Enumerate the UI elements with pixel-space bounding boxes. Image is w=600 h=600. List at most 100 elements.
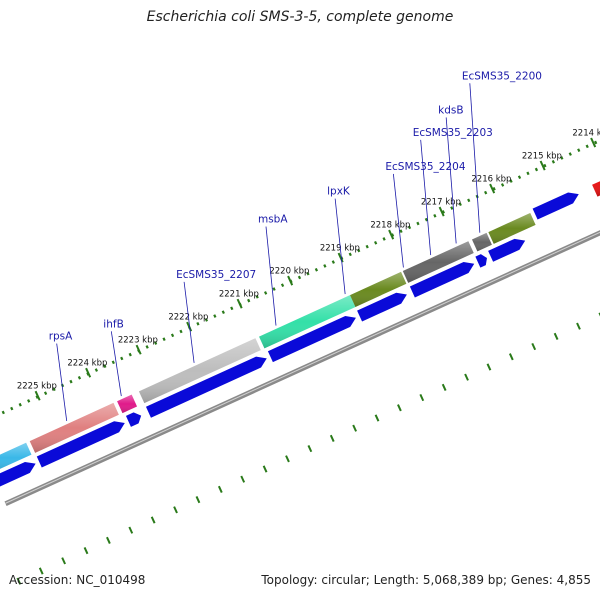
cds-arrow <box>409 262 475 298</box>
tick-dot <box>365 244 369 249</box>
tick-dot <box>145 345 149 349</box>
tick-dot <box>111 360 115 365</box>
tick-dot <box>52 387 56 392</box>
tick-dot <box>120 356 124 361</box>
kbp-tick-label: 2224 kbp <box>67 359 107 369</box>
major-tick <box>388 229 395 240</box>
inner-ring-tick <box>553 332 559 340</box>
major-tick <box>186 321 193 332</box>
accession-text: Accession: NC_010498 <box>9 573 146 587</box>
tick-dot <box>568 152 572 156</box>
kbp-tick-label: 2223 kbp <box>118 336 158 346</box>
tick-dot <box>416 221 420 226</box>
inner-ring-tick <box>217 485 223 493</box>
tick-dot <box>213 314 217 318</box>
major-tick <box>590 137 597 148</box>
tick-dot <box>10 406 14 411</box>
tick-dot <box>382 237 386 241</box>
tick-dot <box>458 202 462 207</box>
cds-arrow <box>125 412 142 427</box>
feature-bar-shade <box>29 402 119 453</box>
kbp-tick-label: 2221 kbp <box>219 290 259 300</box>
tick-dot <box>94 368 98 372</box>
inner-ring-tick <box>38 567 44 575</box>
tick-dot <box>534 167 539 172</box>
tick-dot <box>204 318 209 322</box>
inner-ring-tick <box>83 547 89 555</box>
tick-dot <box>272 287 276 291</box>
tick-dot <box>196 321 200 326</box>
map-title: Escherichia coli SMS-3-5, complete genom… <box>146 9 454 25</box>
gene-label: ihfB <box>103 318 123 330</box>
tick-dot <box>179 329 183 334</box>
tick-dot <box>441 210 445 214</box>
tick-dot <box>450 206 454 210</box>
tick-dot <box>543 163 547 168</box>
cds-arrow <box>475 254 487 268</box>
tick-dot <box>280 283 285 288</box>
inner-ring-tick <box>240 475 246 483</box>
inner-ring-tick <box>576 322 581 330</box>
gene-label: EcSMS35_2207 <box>176 269 256 281</box>
inner-ring-tick <box>173 506 178 514</box>
gene-label-leader <box>445 117 457 244</box>
tick-dot <box>162 337 166 342</box>
tick-dot <box>314 267 319 272</box>
gene-label-leader <box>420 139 432 256</box>
tick-dot <box>492 186 496 191</box>
inner-ring-tick <box>464 373 469 381</box>
tick-dot <box>170 333 175 338</box>
inner-ring-tick <box>419 393 425 402</box>
major-tick <box>438 206 445 217</box>
genome-summary-text: Topology: circular; Length: 5,068,389 bp… <box>261 573 591 587</box>
tick-dot <box>43 391 48 396</box>
tick-dot <box>348 252 352 257</box>
tick-dot <box>374 240 378 245</box>
tick-dot <box>433 213 437 218</box>
gene-label-leader <box>469 83 481 233</box>
tick-dot <box>390 233 395 237</box>
cds-arrow <box>36 421 125 468</box>
gene-label: rpsA <box>49 331 73 343</box>
feature-bar-shade <box>592 181 600 197</box>
tick-dot <box>577 148 581 153</box>
feature-bar-shade <box>402 241 474 283</box>
tick-dot <box>585 144 589 149</box>
tick-dot <box>247 298 251 303</box>
gene-label: lpxK <box>327 186 351 198</box>
inner-ring-tick <box>128 526 134 534</box>
inner-ring-tick <box>106 536 111 544</box>
tick-dot <box>517 175 522 180</box>
kbp-tick-label: 2215 kbp <box>522 152 562 162</box>
cds-arrow <box>0 461 36 487</box>
gene-label-leader <box>392 173 404 268</box>
tick-dot <box>424 217 429 222</box>
tick-dot <box>407 225 412 230</box>
tick-dot <box>509 179 513 183</box>
kbp-tick-label: 2218 kbp <box>370 221 410 231</box>
tick-dot <box>560 156 564 160</box>
tick-dot <box>526 171 530 176</box>
kbp-tick-label: 2219 kbp <box>320 244 360 254</box>
inner-ring-tick <box>285 455 290 463</box>
gene-label-leader <box>334 198 346 295</box>
inner-ring-tick <box>329 434 335 442</box>
major-tick <box>85 367 92 378</box>
kbp-tick-label: 2225 kbp <box>17 382 57 392</box>
tick-dot <box>484 190 488 195</box>
tick-dot <box>551 159 555 164</box>
tick-dot <box>230 306 234 311</box>
inner-ring-tick <box>16 577 22 585</box>
inner-ring-tick <box>195 495 201 504</box>
feature-bar-shade <box>138 338 261 404</box>
tick-dot <box>1 410 5 415</box>
major-tick <box>135 344 142 355</box>
gene-label: msbA <box>258 214 288 226</box>
gene-label: kdsB <box>438 104 463 116</box>
cds-arrow <box>532 192 579 220</box>
tick-dot <box>103 364 107 369</box>
tick-dot <box>27 399 31 403</box>
tick-dot <box>77 375 82 380</box>
tick-dot <box>128 352 132 357</box>
